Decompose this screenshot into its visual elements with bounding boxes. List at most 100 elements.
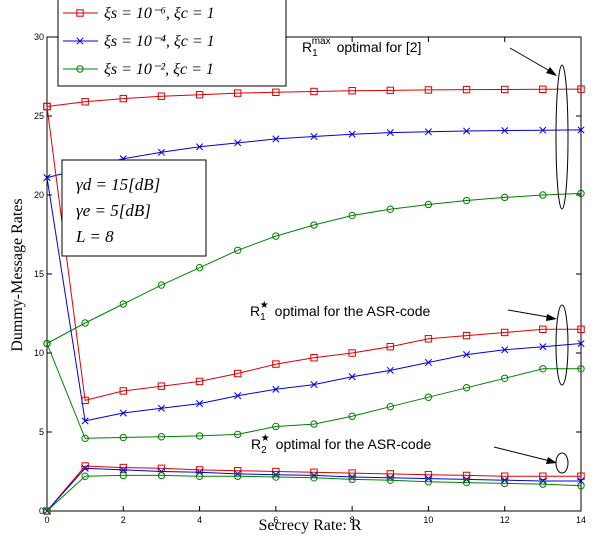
x-tick-label: 4 (197, 515, 202, 525)
data-point (386, 476, 394, 484)
data-point (501, 193, 509, 202)
series-line (46, 192, 582, 344)
data-point (501, 328, 509, 337)
data-point (43, 507, 51, 515)
data-point (310, 132, 318, 141)
data-point (577, 365, 585, 373)
data-point (157, 404, 165, 412)
data-point (234, 392, 242, 400)
data-point (119, 433, 127, 442)
data-point (424, 128, 432, 136)
data-point (463, 351, 471, 359)
x-axis-label: Secrecy Rate: R (258, 517, 361, 534)
y-tick-label: 30 (34, 32, 44, 42)
data-point (501, 472, 509, 480)
data-point (272, 360, 280, 368)
legend-item: ξs = 10⁻⁴, ξc = 1 (63, 33, 215, 50)
data-point (539, 85, 547, 93)
data-point (119, 300, 127, 308)
y-tick-label: 25 (34, 111, 44, 121)
annotation-r1max: R1max optimal for [2] (302, 36, 421, 59)
series-line (46, 343, 581, 439)
data-point (43, 102, 51, 111)
data-point (195, 472, 204, 480)
data-point (577, 472, 585, 480)
data-point (462, 478, 471, 487)
y-tick-label: 10 (34, 348, 44, 358)
parameter-box: γd = 15[dB] γe = 5[dB] L = 8 (61, 159, 207, 257)
data-point (462, 331, 471, 340)
data-point (119, 409, 127, 417)
param-gamma-d: γd = 15[dB] (76, 175, 160, 194)
series-R1max-1 (43, 126, 585, 182)
data-point (348, 373, 356, 381)
series-line (46, 474, 582, 512)
data-point (310, 221, 318, 229)
data-point (386, 403, 394, 411)
data-point (577, 126, 585, 134)
data-point (81, 464, 89, 472)
legend-marker (76, 65, 84, 73)
x-tick-label: 0 (44, 515, 49, 525)
data-point (501, 85, 509, 94)
data-point (272, 232, 280, 240)
data-point (310, 420, 318, 428)
data-point (462, 384, 471, 392)
series-line (46, 88, 582, 107)
data-point (272, 88, 280, 96)
y-axis-label: Dummy-Message Rates (9, 198, 26, 351)
y-tick-label: 20 (34, 190, 44, 200)
data-point (348, 87, 356, 95)
param-gamma-e: γe = 5[dB] (76, 201, 151, 220)
data-point (348, 475, 356, 484)
x-tick-label: 14 (576, 515, 586, 525)
data-point (157, 281, 166, 289)
data-point (119, 387, 127, 395)
x-tick-label: 10 (423, 515, 433, 525)
y-tick-label: 0 (39, 506, 44, 516)
data-point (119, 466, 127, 474)
series-line (46, 465, 581, 512)
data-point (234, 430, 242, 439)
arrowhead-r2star (546, 457, 557, 464)
data-point (424, 478, 433, 486)
y-tick-label: 15 (34, 269, 44, 279)
x-tick-label: 12 (500, 515, 510, 525)
data-point (81, 319, 89, 327)
legend-item: ξs = 10⁻², ξc = 1 (63, 61, 214, 78)
data-point (539, 191, 547, 199)
annotation-r1star: R1★ optimal for the ASR-code (250, 300, 431, 323)
data-point (234, 139, 242, 147)
data-point (463, 127, 471, 135)
arrow-r1max (509, 47, 556, 75)
data-point (501, 126, 509, 135)
data-point (348, 130, 356, 138)
legend-item: ξs = 10⁻⁶, ξc = 1 (63, 5, 215, 22)
data-point (81, 434, 89, 443)
data-point (157, 467, 165, 476)
data-point (539, 365, 547, 373)
annotation-r2star: R2★ optimal for the ASR-code (251, 433, 432, 456)
series-R1max-2 (43, 189, 585, 348)
legend-label: ξs = 10⁻⁴, ξc = 1 (104, 33, 215, 50)
data-point (539, 480, 547, 488)
data-point (234, 369, 242, 378)
series-R1star-4 (43, 174, 585, 425)
legend-label: ξs = 10⁻², ξc = 1 (104, 61, 214, 78)
data-point (195, 90, 204, 99)
data-point (272, 385, 280, 393)
legend-box (57, 0, 287, 87)
series-R1star-3 (43, 102, 585, 405)
data-point (348, 211, 356, 220)
data-point (539, 472, 547, 480)
data-point (119, 463, 127, 472)
y-tick-label: 5 (39, 427, 44, 437)
data-point (424, 86, 433, 94)
data-point (348, 349, 356, 357)
x-tick-label: 8 (350, 515, 355, 525)
data-point (81, 462, 89, 470)
data-point (386, 129, 394, 137)
data-point (577, 85, 585, 93)
ellipse-r1max (555, 64, 569, 210)
data-point (577, 189, 585, 198)
